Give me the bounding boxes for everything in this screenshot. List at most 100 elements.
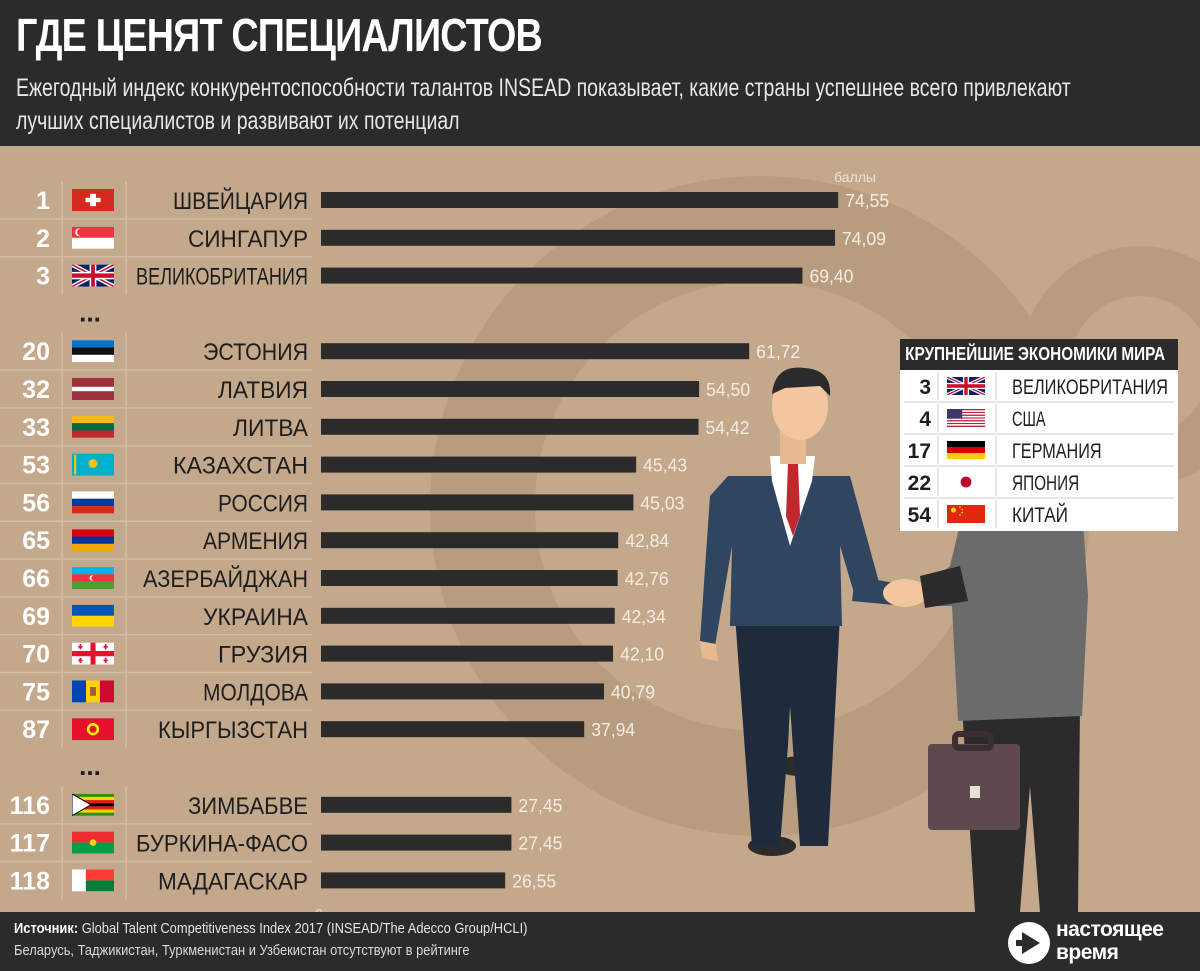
rank-label: 56: [22, 489, 50, 517]
ellipsis-gap: ...: [79, 751, 101, 781]
country-label: РОССИЯ: [218, 490, 308, 517]
country-label: ЭСТОНИЯ: [203, 339, 308, 366]
rank-label: 32: [22, 376, 50, 404]
value-label: 27,45: [518, 834, 562, 854]
bar: [321, 267, 803, 284]
value-label: 27,45: [518, 796, 562, 816]
value-label: 45,03: [640, 493, 684, 513]
bar: [321, 418, 699, 435]
country-label: МАДАГАСКАР: [158, 868, 308, 895]
value-label: 37,94: [591, 720, 635, 740]
country-label: ШВЕЙЦАРИЯ: [173, 187, 308, 215]
bar: [321, 343, 750, 360]
bar: [321, 494, 634, 511]
value-label: 40,79: [611, 682, 655, 702]
country-label: КАЗАХСТАН: [173, 453, 308, 480]
bar: [321, 721, 585, 738]
bar: [321, 456, 637, 473]
azerbaijan-flag-icon: [72, 567, 114, 589]
legend-rank-label: 3: [919, 376, 931, 399]
bar: [321, 607, 615, 624]
rank-label: 65: [22, 527, 50, 555]
value-label: 26,55: [512, 871, 556, 891]
value-label: 74,55: [845, 191, 889, 211]
bar: [321, 796, 512, 813]
japan-flag-icon: [947, 473, 985, 491]
footer: Источник: Global Talent Competitiveness …: [0, 912, 1200, 971]
rank-label: 75: [22, 678, 50, 706]
bar: [321, 683, 604, 700]
rank-label: 116: [10, 792, 50, 820]
bar: [321, 570, 618, 586]
lithuania-flag-icon: [72, 415, 114, 438]
legend-rank-label: 22: [908, 472, 931, 495]
ellipsis-gap: ...: [79, 297, 101, 327]
kyrgyzstan-flag-icon: [72, 718, 114, 741]
moldova-flag-icon: [72, 680, 114, 703]
value-label: 61,72: [756, 342, 800, 362]
country-label: АРМЕНИЯ: [203, 528, 308, 555]
value-label: 42,10: [620, 645, 664, 665]
header: ГДЕ ЦЕНЯТ СПЕЦИАЛИСТОВ Ежегодный индекс …: [0, 0, 1200, 146]
bar: [321, 192, 839, 208]
germany-flag-icon: [947, 441, 985, 459]
legend-country-label: ВЕЛИКОБРИТАНИЯ: [1012, 376, 1168, 399]
unit-label: баллы: [834, 169, 876, 185]
country-label: ГРУЗИЯ: [218, 642, 308, 669]
rank-label: 33: [22, 414, 50, 442]
legend-rank-label: 4: [919, 408, 931, 431]
rank-label: 70: [22, 641, 50, 669]
georgia-flag-icon: [72, 642, 114, 665]
value-label: 74,09: [842, 229, 886, 249]
bar: [321, 645, 614, 662]
rank-label: 117: [10, 830, 50, 858]
country-label: УКРАИНА: [203, 604, 308, 631]
page-subtitle: Ежегодный индекс конкурентоспособности т…: [16, 74, 1071, 135]
bar: [321, 229, 835, 246]
usa-flag-icon: [947, 409, 985, 427]
largest-economies-title: КРУПНЕЙШИЕ ЭКОНОМИКИ МИРА: [900, 339, 1178, 370]
largest-economies-list: 3 ВЕЛИКОБРИТАНИЯ 4 США 17 ГЕРМАНИЯ 22 ЯПОНИЯ 54 К…: [904, 372, 1174, 528]
footnote: Беларусь, Таджикистан, Туркменистан и Уз…: [14, 942, 470, 959]
kazakhstan-flag-icon: [72, 453, 114, 476]
ukraine-flag-icon: [72, 604, 114, 627]
singapore-flag-icon: [72, 226, 114, 249]
handshake-icon: [883, 579, 927, 607]
value-label: 42,34: [622, 607, 666, 627]
play-logo-icon: [1008, 922, 1050, 964]
country-label: КЫРГЫЗСТАН: [158, 717, 308, 744]
madagascar-flag-icon: [72, 869, 114, 892]
country-label: ЛАТВИЯ: [218, 377, 308, 404]
country-label: МОЛДОВА: [203, 679, 308, 706]
russia-flag-icon: [72, 491, 114, 514]
estonia-flag-icon: [72, 340, 114, 363]
value-label: 54,42: [706, 418, 750, 438]
country-label: БУРКИНА-ФАСО: [136, 831, 308, 858]
value-label: 42,84: [625, 531, 669, 551]
uk-flag-icon: [72, 264, 114, 287]
rank-label: 69: [22, 603, 50, 631]
value-label: 42,76: [625, 569, 669, 589]
legend-rank-label: 54: [908, 504, 932, 527]
rank-label: 1: [36, 187, 50, 215]
legend-country-label: КИТАЙ: [1012, 503, 1068, 527]
rank-label: 20: [22, 338, 50, 366]
rank-label: 3: [36, 263, 50, 291]
businessman-left-icon: [700, 367, 905, 856]
country-label: ЛИТВА: [233, 415, 308, 442]
largest-economies-panel: КРУПНЕЙШИЕ ЭКОНОМИКИ МИРА 3 ВЕЛИКОБРИТАНИ…: [900, 339, 1178, 531]
china-flag-icon: [947, 505, 985, 523]
ranking-bar-chart: 1 ШВЕЙЦАРИЯ 74,55 2 СИНГАПУР 74,09 3 ВЕЛИКОБРИТ…: [0, 169, 889, 912]
brand-logo[interactable]: настоящее время: [1004, 918, 1194, 966]
rank-label: 2: [36, 225, 50, 253]
axis-zero-label: 0: [315, 905, 323, 912]
brand-name: настоящее время: [1056, 918, 1164, 964]
chart-area: 1 ШВЕЙЦАРИЯ 74,55 2 СИНГАПУР 74,09 3 ВЕЛИКОБРИТ…: [0, 146, 1200, 912]
legend-country-label: США: [1012, 408, 1046, 431]
bar: [321, 872, 506, 889]
uk-flag-icon: [947, 377, 985, 395]
country-label: ВЕЛИКОБРИТАНИЯ: [136, 264, 308, 291]
country-label: ЗИМБАБВЕ: [188, 793, 308, 820]
page-title: ГДЕ ЦЕНЯТ СПЕЦИАЛИСТОВ: [16, 9, 543, 61]
